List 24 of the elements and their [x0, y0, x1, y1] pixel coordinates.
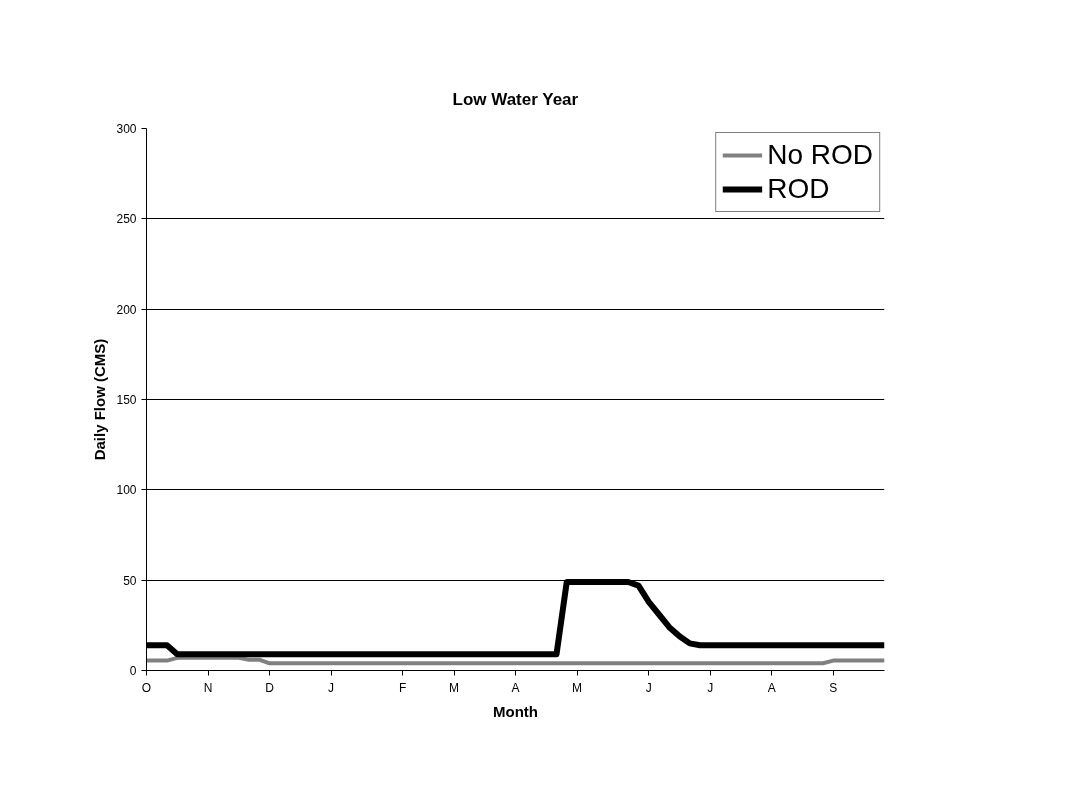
y-tick-label: 300: [116, 122, 137, 136]
x-axis-title: Month: [493, 702, 538, 720]
x-tick-label: S: [829, 680, 838, 695]
x-tick-label: J: [328, 680, 334, 695]
x-tick-label: A: [767, 680, 776, 695]
y-axis-title: Daily Flow (CMS): [91, 338, 109, 461]
x-tick-label: F: [399, 680, 407, 695]
x-tick-label: J: [645, 680, 652, 695]
x-tick-label: D: [265, 680, 275, 695]
y-tick-label: 150: [116, 393, 137, 407]
x-tick-label: J: [707, 680, 714, 695]
y-tick-label: 0: [129, 664, 137, 678]
x-tick-label: A: [511, 680, 520, 695]
x-tick-label: N: [203, 680, 213, 695]
y-tick-label: 100: [116, 483, 137, 498]
legend-label: No ROD: [767, 139, 873, 171]
x-tick-label: O: [141, 680, 152, 695]
y-tick-label: 50: [123, 573, 137, 588]
x-tick-label: M: [449, 680, 459, 695]
x-tick-label: M: [572, 680, 582, 695]
chart-title: Low Water Year: [452, 89, 579, 109]
legend-label: ROD: [767, 173, 830, 205]
y-tick-label: 200: [116, 302, 137, 317]
y-tick-label: 250: [116, 212, 137, 227]
